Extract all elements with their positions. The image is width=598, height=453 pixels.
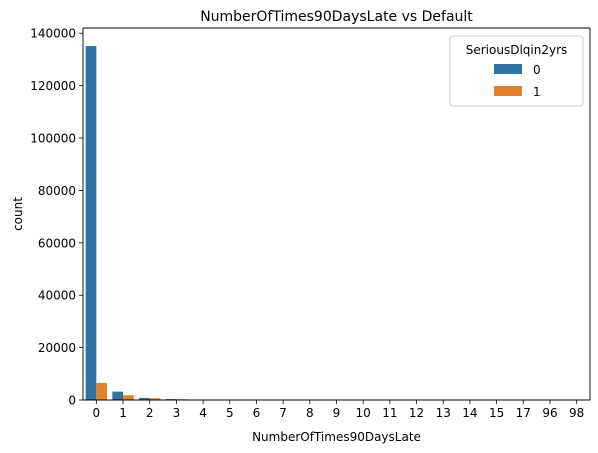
x-axis-label: NumberOfTimes90DaysLate: [252, 430, 421, 444]
bar-1-series-0: [112, 392, 123, 400]
x-tick-label: 8: [306, 406, 314, 420]
legend-label-1: 1: [533, 85, 541, 99]
x-tick-label: 7: [279, 406, 287, 420]
x-tick-label: 15: [489, 406, 504, 420]
y-tick-label: 100000: [30, 132, 76, 146]
x-tick-label: 17: [516, 406, 531, 420]
x-tick-label: 13: [436, 406, 451, 420]
x-tick-label: 9: [333, 406, 341, 420]
y-tick-label: 140000: [30, 27, 76, 41]
chart-title: NumberOfTimes90DaysLate vs Default: [200, 9, 473, 25]
x-tick-label: 14: [462, 406, 477, 420]
x-tick-label: 1: [119, 406, 127, 420]
y-tick-label: 0: [68, 394, 76, 408]
x-tick-label: 6: [253, 406, 261, 420]
legend-swatch-0: [494, 64, 522, 74]
legend-label-0: 0: [533, 63, 541, 77]
x-tick-label: 10: [356, 406, 371, 420]
x-tick-label: 3: [173, 406, 181, 420]
legend-title: SeriousDlqin2yrs: [466, 43, 568, 57]
x-tick-label: 96: [542, 406, 557, 420]
x-tick-label: 4: [199, 406, 207, 420]
x-tick-label: 0: [93, 406, 101, 420]
y-tick-label: 20000: [38, 341, 76, 355]
x-tick-label: 5: [226, 406, 234, 420]
y-axis-label: count: [11, 197, 25, 231]
bar-0-series-0: [86, 46, 97, 400]
legend-swatch-1: [494, 86, 522, 96]
y-tick-label: 40000: [38, 289, 76, 303]
y-tick-label: 80000: [38, 184, 76, 198]
y-tick-label: 60000: [38, 236, 76, 250]
x-tick-label: 98: [569, 406, 584, 420]
x-tick-label: 2: [146, 406, 154, 420]
x-tick-label: 12: [409, 406, 424, 420]
legend: SeriousDlqin2yrs 0 1: [450, 36, 583, 106]
bar-0-series-1: [96, 383, 107, 400]
bar-1-series-1: [123, 395, 134, 400]
y-tick-label: 120000: [30, 79, 76, 93]
x-tick-label: 11: [382, 406, 397, 420]
